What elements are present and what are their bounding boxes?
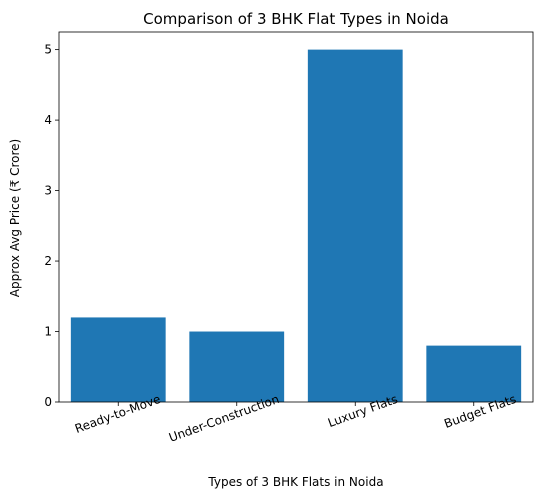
y-tick-label: 2 (44, 254, 52, 268)
bar-1 (70, 317, 166, 402)
y-axis-label: Approx Avg Price (₹ Crore) (8, 139, 22, 297)
bar-4 (426, 345, 522, 402)
y-tick-label: 1 (44, 325, 52, 339)
chart-title: Comparison of 3 BHK Flat Types in Noida (143, 10, 449, 28)
y-tick-label: 0 (44, 395, 52, 409)
bar-2 (189, 331, 285, 402)
y-tick-label: 5 (44, 43, 52, 57)
y-tick-label: 4 (44, 113, 52, 127)
axes-frame (58, 31, 534, 403)
bar-3 (307, 49, 403, 402)
y-tick-label: 3 (44, 184, 52, 198)
x-axis-label: Types of 3 BHK Flats in Noida (207, 475, 383, 489)
